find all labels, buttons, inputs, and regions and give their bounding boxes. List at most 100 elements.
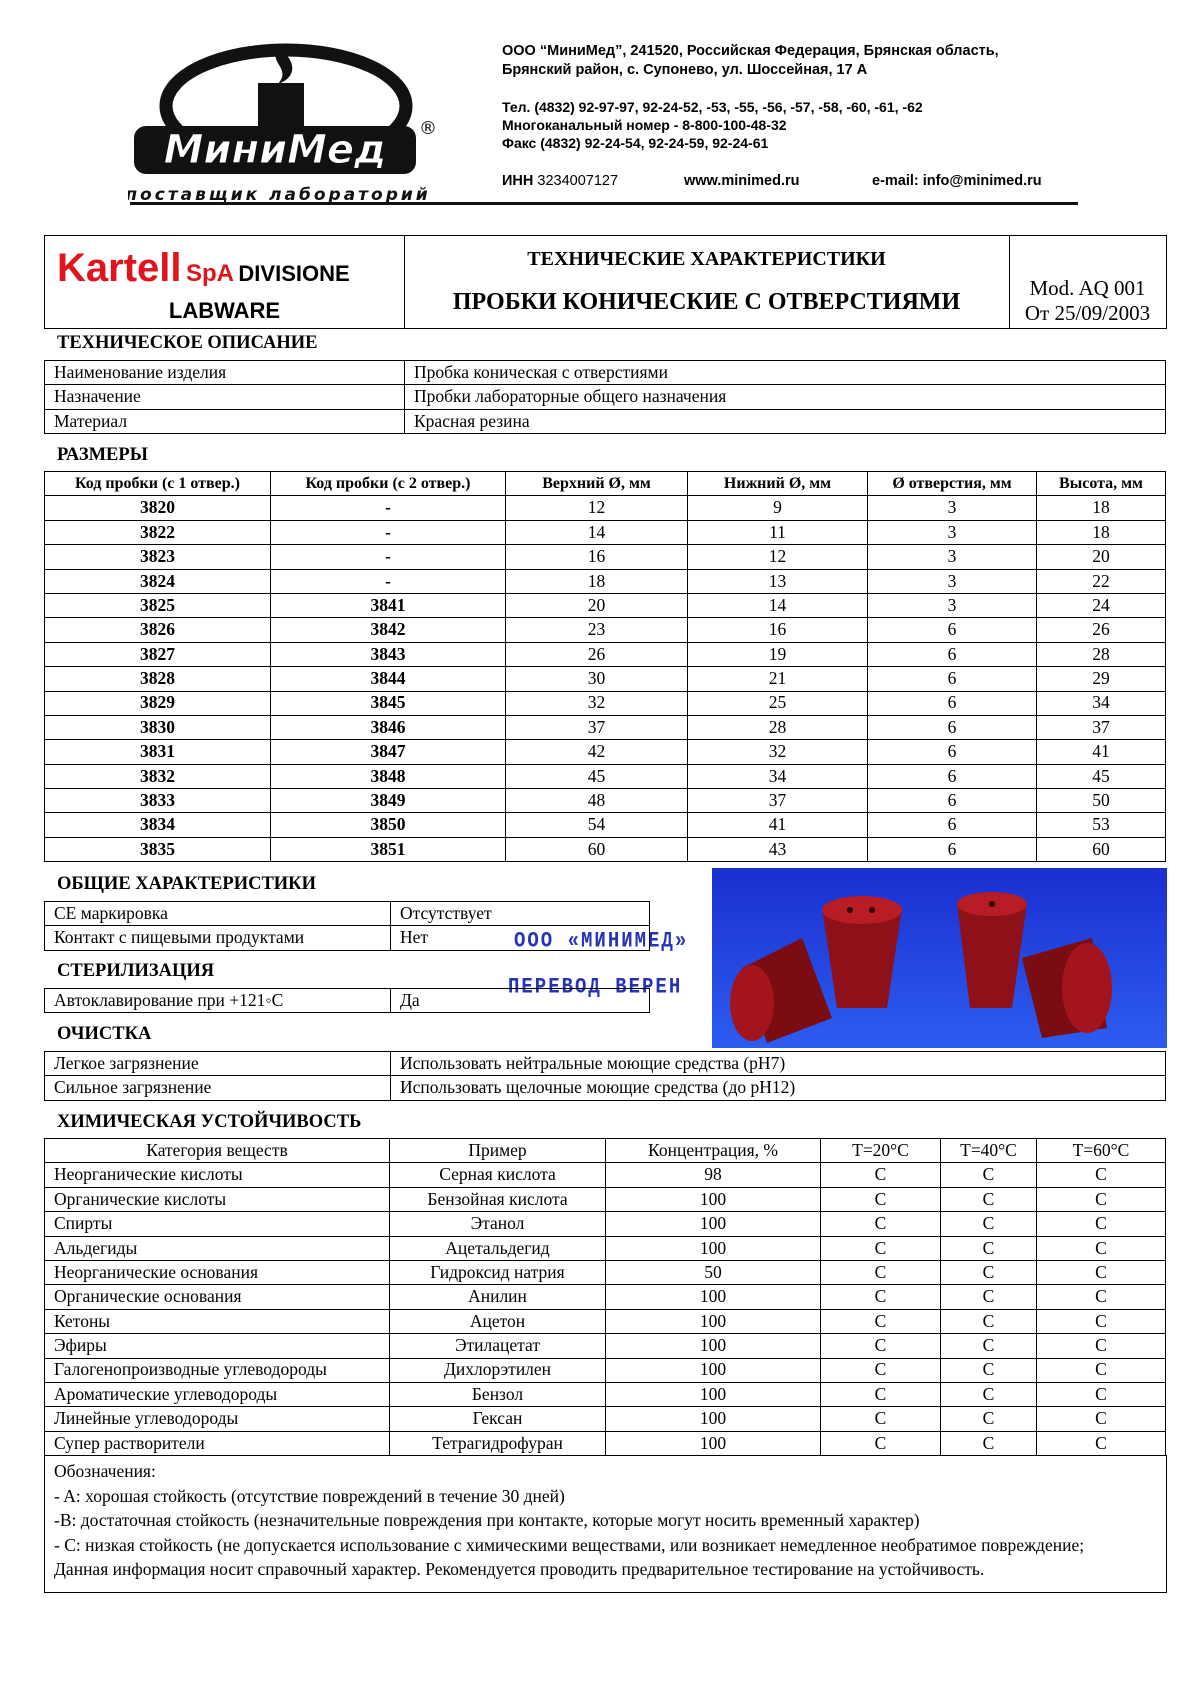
table-cell: 14: [687, 592, 868, 619]
table-cell: 100: [605, 1235, 821, 1261]
table-row: 3829 3845 32 25 6 34: [44, 690, 1166, 716]
table-cell: Эфиры: [44, 1333, 390, 1359]
table-cell: C: [940, 1211, 1037, 1237]
table-cell: -: [270, 568, 506, 594]
table: CE маркировка Отсутствует Контакт с пищевы…: [44, 900, 650, 951]
table-row: 3824-18 13 3 22: [44, 568, 1166, 594]
phones: Тел. (4832) 92-97-97, 92-24-52, -53, -55…: [502, 98, 923, 152]
table-row: Ароматические углеводороды Бензол 100 C C C: [44, 1381, 1166, 1408]
table-cell: 45: [1036, 763, 1166, 790]
table-cell: C: [820, 1284, 941, 1310]
division-line: LABWARE: [168, 298, 281, 323]
table-cell: Органические кислоты: [44, 1186, 390, 1213]
header-row: Код пробки (с 1 отвер.) Код пробки (с 2 о…: [44, 470, 1166, 497]
address-line: Брянский район, с. Супонево, ул. Шоссейн…: [502, 62, 868, 78]
table-cell: Тетрагидрофуран: [389, 1430, 606, 1457]
table-cell: Серная кислота: [389, 1162, 606, 1188]
table-cell: C: [1036, 1211, 1166, 1237]
table-cell: C: [820, 1162, 941, 1188]
table-cell: 13: [687, 568, 868, 594]
table-row: Кетоны Ацетон 100 C C C: [44, 1308, 1166, 1335]
logo-registered: ®: [419, 118, 437, 139]
table-cell: 60: [1036, 836, 1166, 863]
table-cell: 41: [1036, 739, 1166, 765]
table-body: Код пробки (с 1 отвер.) Код пробки (с 2 о…: [44, 470, 1166, 863]
table-cell: 28: [1036, 641, 1166, 668]
table-cell: 3846: [270, 714, 506, 741]
section-title: ОБЩИЕ ХАРАКТЕРИСТИКИ: [57, 874, 316, 894]
note-line: Данная информация носит справочный харак…: [54, 1559, 985, 1579]
table-cell: Нет: [390, 925, 650, 951]
date: От 25/09/2003: [1024, 301, 1151, 325]
table-row: Линейные углеводороды Гексан 100 C C C: [44, 1406, 1166, 1432]
logo-candle: [258, 83, 304, 133]
table-cell: 21: [687, 666, 868, 692]
table-cell: 3832: [44, 763, 271, 790]
table-cell: 98: [605, 1162, 821, 1188]
logo-flame: [275, 48, 293, 84]
table-row: Назначение Пробки лабораторные общего наз…: [44, 384, 1166, 410]
header-cell: T=60°C: [1036, 1137, 1166, 1164]
table-cell: Использовать нейтральные моющие средства…: [390, 1050, 1166, 1077]
table-cell: 20: [505, 592, 688, 619]
table-cell: C: [1036, 1430, 1166, 1457]
title-block: Kartell SpA DIVISIONE LABWARE ТЕХНИЧЕСКИ…: [44, 235, 1167, 329]
table-cell: Альдегиды: [44, 1235, 390, 1261]
logo-tagline: поставщик лабораторий: [128, 185, 431, 205]
logo-name: МиниМед: [164, 127, 387, 173]
table-cell: Галогенопроизводные углеводороды: [44, 1357, 390, 1383]
table-row: Альдегиды Ацетальдегид 100 C C C: [44, 1235, 1166, 1261]
table-cell: 16: [505, 544, 688, 570]
table-cell: 37: [505, 714, 688, 741]
header-cell: Код пробки (с 2 отвер.): [270, 470, 506, 497]
table-cell: Легкое загрязнение: [44, 1050, 391, 1077]
table-cell: 3847: [270, 739, 506, 765]
table-cell: 54: [505, 812, 688, 838]
table-cell: Спирты: [44, 1211, 390, 1237]
table-cell: 3824: [44, 568, 271, 594]
table-cell: 6: [867, 666, 1037, 692]
table-body: CE маркировка Отсутствует Контакт с пищевы…: [44, 900, 650, 951]
table-cell: C: [1036, 1284, 1166, 1310]
table-cell: C: [940, 1430, 1037, 1457]
table-cell: C: [940, 1357, 1037, 1383]
table-cell: 23: [505, 617, 688, 643]
table: Код пробки (с 1 отвер.) Код пробки (с 2 о…: [44, 470, 1166, 863]
table-cell: C: [940, 1284, 1037, 1310]
table-row: Неорганические основания Гидроксид натрия…: [44, 1259, 1166, 1286]
table-cell: Неорганические основания: [44, 1259, 390, 1286]
note-line: -B: достаточная стойкость (незначительны…: [54, 1510, 920, 1530]
table-cell: C: [940, 1381, 1037, 1408]
section-title: ХИМИЧЕСКАЯ УСТОЙЧИВОСТЬ: [57, 1112, 362, 1132]
table-cell: 3826: [44, 617, 271, 643]
inn-label: ИНН: [502, 173, 534, 189]
table-cell: Отсутствует: [390, 900, 650, 927]
table-row: 3820-12 9 3 18: [44, 495, 1166, 521]
brand-suffix: SpA: [185, 260, 234, 287]
table-row: Органические кислоты Бензойная кислота 100…: [44, 1186, 1166, 1213]
inn: 3234007127: [537, 173, 619, 189]
table-cell: 50: [605, 1259, 821, 1286]
table-cell: 6: [867, 690, 1037, 716]
notes: Обозначения: - A: хорошая стойкость (отсу…: [44, 1455, 1167, 1593]
table-cell: Ацетальдегид: [389, 1235, 606, 1261]
table-cell: 100: [605, 1211, 821, 1237]
table-cell: 100: [605, 1381, 821, 1408]
section-title: СТЕРИЛИЗАЦИЯ: [57, 961, 215, 981]
table-cell: 3835: [44, 836, 271, 863]
table-cell: 6: [867, 714, 1037, 741]
table-cell: 53: [1036, 812, 1166, 838]
table-cell: CE маркировка: [44, 900, 391, 927]
table-cell: C: [1036, 1406, 1166, 1432]
table-cell: 16: [687, 617, 868, 643]
table-cell: 6: [867, 617, 1037, 643]
table-cell: C: [1036, 1186, 1166, 1213]
table-cell: 6: [867, 763, 1037, 790]
table-body: Категория веществ Пример Концентрация, % T=…: [44, 1137, 1166, 1457]
table-body: Наименование изделия Пробка коническая с …: [44, 359, 1166, 435]
table-row: Органические основания Анилин 100 C C C: [44, 1284, 1166, 1310]
table-cell: Супер растворители: [44, 1430, 390, 1457]
contacts: ИНН 3234007127: [502, 172, 618, 191]
table-cell: C: [820, 1308, 941, 1335]
table-cell: 37: [687, 788, 868, 814]
